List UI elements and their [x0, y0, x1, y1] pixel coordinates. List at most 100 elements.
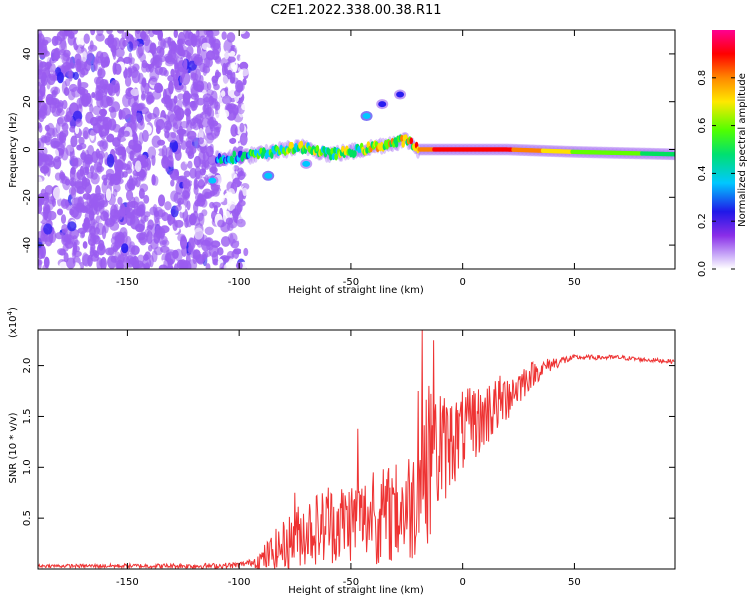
- spectrogram-noise-cell: [57, 58, 63, 66]
- spectrogram-noise-cell: [60, 214, 67, 224]
- spectrogram-noise-cell: [96, 243, 106, 256]
- top-x-axis-label: Height of straight line (km): [288, 285, 424, 296]
- spectrogram-noise-cell: [223, 39, 233, 54]
- spectrogram-noise-cell: [126, 211, 134, 219]
- spectrogram-noise-cell: [200, 47, 207, 61]
- spectrogram-trace-cell: [400, 134, 404, 142]
- spectrogram-noise-cell: [38, 99, 46, 112]
- spectrogram-noise-cell: [181, 83, 187, 93]
- spectrogram-noise-cell: [167, 109, 175, 123]
- spectrogram-noise-cell: [94, 227, 101, 235]
- x-tick-label: 50: [568, 277, 581, 288]
- spectrogram-noise-cell: [107, 83, 114, 96]
- spectrogram-noise-cell: [223, 263, 234, 269]
- spectrogram-noise-cell: [214, 56, 222, 65]
- spectrogram-noise-cell: [165, 59, 174, 67]
- spectrogram-noise-cell: [71, 158, 79, 170]
- y-tick-label: 2.0: [22, 358, 33, 374]
- spectrogram-noise-cell: [209, 36, 216, 49]
- spectrogram-noise-cell: [214, 126, 220, 137]
- colorbar-tick-label: 0.0: [697, 261, 708, 277]
- spectrogram-noise-cell: [45, 93, 54, 106]
- spectrogram-noise-cell: [106, 30, 113, 35]
- snr-panel: -150 -100 -50 0 50 0.5 1.0 1.5 2.0 Height of st…: [6, 307, 676, 596]
- spectrogram-noise-cell: [134, 160, 142, 172]
- spectrogram-noise-cell: [40, 236, 47, 245]
- spectrogram-noise-cell: [75, 44, 85, 54]
- spectrogram-noise-cell: [112, 183, 121, 193]
- spectrogram-noise-cell: [55, 122, 61, 134]
- spectrogram-noise-cell: [106, 133, 115, 143]
- spectrogram-noise-cell: [127, 252, 137, 264]
- y-tick-label: 0: [22, 146, 33, 152]
- spectrogram-noise-cell: [173, 78, 179, 88]
- spectrogram-noise-cell: [92, 105, 102, 116]
- y-tick-label: 20: [22, 95, 33, 108]
- spectrogram-noise-cell: [65, 107, 72, 122]
- spectrogram-noise-cell: [226, 223, 234, 232]
- spectrogram-noise-cell: [38, 213, 43, 223]
- spectrogram-noise-cell: [105, 173, 113, 181]
- spectrogram-noise-cell: [114, 178, 124, 185]
- spectrogram-noise-cell: [135, 176, 141, 188]
- spectrogram-noise-cell: [208, 244, 219, 258]
- spectrogram-noise-cell: [142, 257, 152, 269]
- spectrogram-noise-cell: [38, 198, 43, 205]
- spectrogram-noise-cell: [44, 256, 50, 268]
- spectrogram-noise-cell: [131, 196, 136, 208]
- spectrogram-noise-cell: [132, 260, 140, 269]
- spectrogram-noise-cell: [199, 81, 209, 94]
- bottom-x-ticks: -150 -100 -50 0 50: [116, 330, 581, 588]
- spectrogram-noise-cell: [96, 162, 103, 174]
- spectrogram-noise-cell: [115, 170, 125, 180]
- spectrogram-noise-cell: [96, 257, 103, 269]
- spectrogram-noise-cell: [237, 171, 246, 181]
- spectrogram-noise-cell: [189, 100, 196, 108]
- spectrogram-panel: -150 -100 -50 0 50 -40 -20 0 20 40 Height of str…: [8, 29, 676, 296]
- spectrogram-noise-cell: [150, 238, 159, 250]
- spectrogram-noise-cell: [83, 33, 90, 44]
- spectrogram-noise-cell: [106, 153, 115, 168]
- spectrogram-noise-cell: [136, 46, 144, 59]
- spectrogram-noise-cell: [40, 245, 46, 259]
- spectrogram-noise-cell: [192, 254, 197, 265]
- spectrogram-noise-cell: [117, 146, 127, 160]
- spectrogram-noise-cell: [149, 42, 157, 55]
- spectrogram-noise-cell: [209, 143, 214, 153]
- spectrogram-noise-cell: [227, 188, 236, 201]
- spectrogram-noise-cell: [183, 108, 192, 116]
- spectrogram-blob: [264, 172, 273, 179]
- spectrogram-noise-cell: [74, 180, 84, 194]
- top-y-axis-label: Frequency (Hz): [8, 112, 19, 188]
- spectrogram-noise-cell: [140, 154, 149, 168]
- spectrogram-noise-cell: [187, 160, 193, 169]
- spectrogram-noise-cell: [137, 72, 144, 85]
- spectrogram-noise-cell: [170, 40, 177, 55]
- spectrogram-noise-cell: [80, 230, 85, 238]
- spectrogram-noise-cell: [75, 118, 83, 128]
- spectrogram-noise-cell: [95, 33, 105, 42]
- spectrogram-noise-cell: [143, 194, 150, 204]
- spectrogram-noise-cell: [44, 208, 52, 223]
- spectrogram-noise-cell: [211, 75, 219, 84]
- spectrogram-noise-cell: [181, 189, 190, 200]
- spectrogram-noise-cell: [163, 69, 169, 77]
- spectrogram-noise-cell: [112, 123, 121, 133]
- spectrogram-noise-cell: [67, 221, 77, 232]
- spectrogram-noise-cell: [198, 212, 205, 227]
- spectrogram-noise-cell: [168, 149, 174, 160]
- spectrogram-noise-cell: [202, 93, 212, 103]
- spectrogram-noise-cell: [80, 152, 87, 161]
- spectrogram-noise-cell: [117, 129, 125, 138]
- spectrogram-noise-cell: [217, 219, 225, 228]
- spectrogram-noise-cell: [128, 183, 136, 191]
- spectrogram-noise-cell: [205, 263, 211, 269]
- spectrogram-noise-cell: [220, 236, 231, 247]
- spectrogram-noise-cell: [117, 196, 123, 205]
- spectrogram-noise-cell: [52, 186, 63, 200]
- spectrogram-trace-cell: [315, 144, 320, 152]
- spectrogram-blob: [208, 177, 217, 184]
- spectrogram-noise-cell: [56, 208, 64, 216]
- spectrogram-noise-cell: [225, 217, 234, 225]
- spectrogram-noise-cell: [190, 35, 200, 43]
